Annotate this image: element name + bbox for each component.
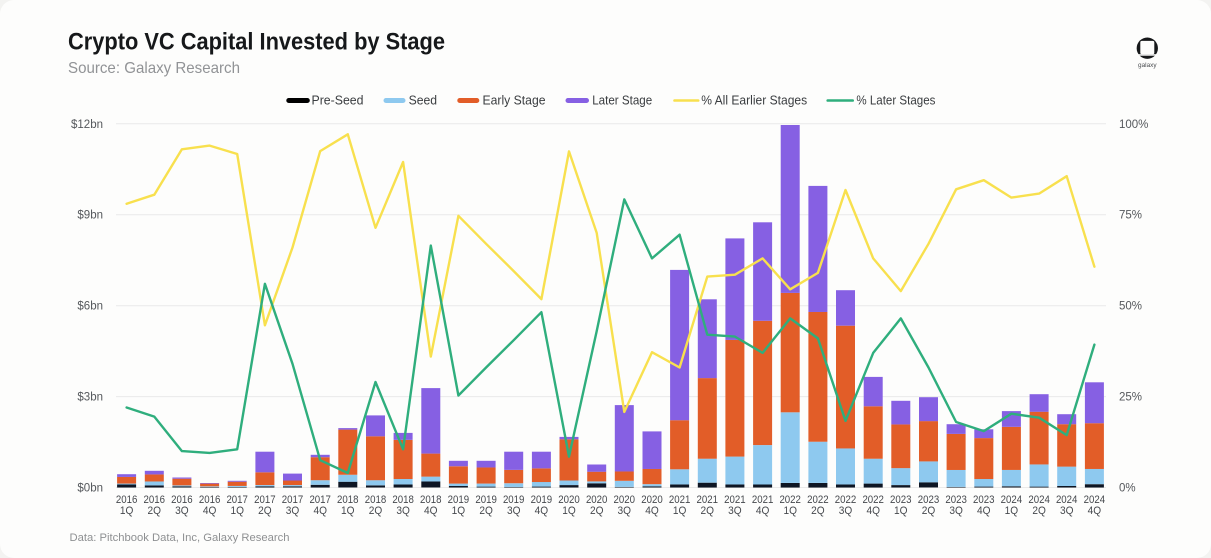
svg-text:2022: 2022 [779,494,801,506]
svg-text:2Q: 2Q [590,505,604,517]
svg-text:Crypto VC Capital Invested by: Crypto VC Capital Invested by Stage [68,29,445,56]
svg-text:2020: 2020 [586,494,608,506]
svg-text:2Q: 2Q [369,505,383,517]
svg-text:2016: 2016 [116,494,138,506]
svg-text:4Q: 4Q [977,505,991,517]
svg-text:3Q: 3Q [618,505,632,517]
svg-text:1Q: 1Q [562,505,576,517]
svg-text:2Q: 2Q [479,505,493,517]
svg-text:3Q: 3Q [949,505,963,517]
svg-text:1Q: 1Q [894,505,908,517]
svg-text:4Q: 4Q [756,505,770,517]
svg-text:2024: 2024 [1056,494,1078,506]
svg-text:2023: 2023 [918,494,940,506]
svg-text:Early Stage: Early Stage [483,94,546,108]
svg-text:1Q: 1Q [341,505,355,517]
svg-text:3Q: 3Q [175,505,189,517]
svg-text:$12bn: $12bn [71,119,103,131]
svg-text:3Q: 3Q [1060,505,1074,517]
svg-text:galaxy: galaxy [1138,63,1157,69]
svg-text:% All Earlier Stages: % All Earlier Stages [701,94,807,108]
svg-text:Pre-Seed: Pre-Seed [312,94,364,108]
svg-text:3Q: 3Q [507,505,521,517]
svg-text:2017: 2017 [309,494,331,506]
svg-text:2024: 2024 [1001,494,1023,506]
svg-text:2Q: 2Q [148,505,162,517]
svg-text:2019: 2019 [503,494,525,506]
svg-text:4Q: 4Q [313,505,327,517]
svg-text:2023: 2023 [973,494,995,506]
svg-text:$6bn: $6bn [77,301,103,313]
svg-text:2022: 2022 [862,494,884,506]
svg-text:2021: 2021 [724,494,746,506]
svg-text:2Q: 2Q [922,505,936,517]
svg-text:2023: 2023 [890,494,912,506]
svg-text:2021: 2021 [752,494,774,506]
svg-text:25%: 25% [1119,392,1142,404]
svg-text:$0bn: $0bn [77,483,103,495]
svg-text:Seed: Seed [409,94,438,108]
svg-text:4Q: 4Q [1088,505,1102,517]
svg-text:2024: 2024 [1028,494,1050,506]
svg-text:4Q: 4Q [645,505,659,517]
svg-text:2022: 2022 [807,494,829,506]
svg-text:2017: 2017 [226,494,248,506]
svg-text:Source: Galaxy Research: Source: Galaxy Research [68,60,240,77]
svg-text:3Q: 3Q [396,505,410,517]
svg-text:2021: 2021 [669,494,691,506]
svg-text:$3bn: $3bn [77,392,103,404]
svg-text:2019: 2019 [475,494,497,506]
svg-text:2018: 2018 [420,494,442,506]
svg-text:4Q: 4Q [866,505,880,517]
svg-text:1Q: 1Q [1005,505,1019,517]
svg-text:2Q: 2Q [1032,505,1046,517]
svg-text:3Q: 3Q [286,505,300,517]
svg-text:3Q: 3Q [839,505,853,517]
svg-text:2023: 2023 [945,494,967,506]
svg-text:Later Stage: Later Stage [592,94,652,108]
svg-text:2019: 2019 [531,494,553,506]
svg-text:2016: 2016 [199,494,221,506]
svg-text:2021: 2021 [697,494,719,506]
svg-text:75%: 75% [1119,210,1142,222]
svg-text:1Q: 1Q [230,505,244,517]
svg-text:2024: 2024 [1084,494,1106,506]
svg-text:2Q: 2Q [701,505,715,517]
svg-text:2Q: 2Q [811,505,825,517]
svg-text:2018: 2018 [337,494,359,506]
svg-text:4Q: 4Q [535,505,549,517]
svg-text:1Q: 1Q [673,505,687,517]
svg-text:3Q: 3Q [728,505,742,517]
svg-text:1Q: 1Q [783,505,797,517]
svg-text:2018: 2018 [365,494,387,506]
svg-text:4Q: 4Q [424,505,438,517]
svg-text:2017: 2017 [282,494,304,506]
svg-text:2Q: 2Q [258,505,272,517]
svg-text:2016: 2016 [171,494,193,506]
svg-text:1Q: 1Q [120,505,134,517]
svg-text:$9bn: $9bn [77,210,103,222]
svg-text:2020: 2020 [558,494,580,506]
svg-text:2018: 2018 [392,494,414,506]
svg-text:1Q: 1Q [452,505,466,517]
svg-text:50%: 50% [1119,301,1142,313]
svg-text:2020: 2020 [641,494,663,506]
svg-text:100%: 100% [1119,119,1148,131]
svg-text:0%: 0% [1119,483,1136,495]
svg-text:2020: 2020 [614,494,636,506]
svg-text:Data: Pitchbook Data, Inc, Gal: Data: Pitchbook Data, Inc, Galaxy Resear… [70,532,290,544]
svg-text:2022: 2022 [835,494,857,506]
svg-text:4Q: 4Q [203,505,217,517]
svg-text:2019: 2019 [448,494,470,506]
svg-text:% Later Stages: % Later Stages [856,94,935,108]
svg-text:2016: 2016 [144,494,166,506]
svg-text:2017: 2017 [254,494,276,506]
